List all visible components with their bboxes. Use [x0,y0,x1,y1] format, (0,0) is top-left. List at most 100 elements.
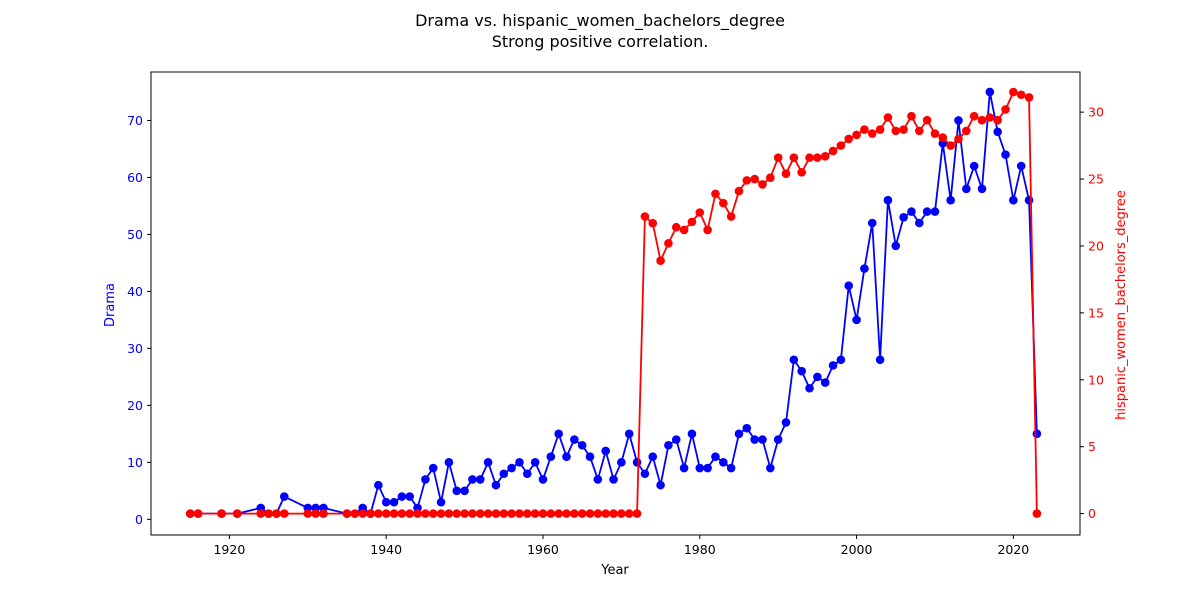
series-left-point [671,435,681,444]
series-right-point [617,509,626,518]
series-right-point [719,198,728,208]
series-left-point [703,463,712,473]
series-right-point [867,129,877,138]
series-right-point [460,509,469,518]
series-right-point [609,509,618,518]
series-right-point [734,186,744,196]
series-left-point [813,372,822,382]
series-right-point [1009,87,1018,97]
y-right-tick-label: 15 [1088,305,1104,320]
series-right-point [742,176,752,185]
series-left-point [726,463,736,473]
series-right-point [820,152,830,161]
series-right-point [844,134,854,144]
y-left-tick-label: 0 [135,512,143,527]
y-right-tick-label: 5 [1088,439,1096,454]
series-right-point [1032,509,1042,518]
series-right-point [577,509,587,518]
series-left-point [836,355,846,365]
series-right-point [475,509,485,518]
series-left-point [742,423,752,433]
series-left-point [460,486,469,496]
series-left-point [687,429,697,439]
series-left-point [930,207,940,216]
plot-area [185,87,1042,518]
series-left-point [1024,195,1034,205]
series-right-point [640,212,650,221]
series-left-point [946,195,955,205]
series-right-point [483,509,493,518]
chart-title: Drama vs. hispanic_women_bachelors_degre… [415,11,785,31]
x-tick-label: 1920 [213,542,245,557]
series-left-point [530,458,540,467]
series-right-point [797,168,806,177]
series-right-point [766,173,775,183]
series-right-point [985,113,995,122]
series-left-point [985,87,995,97]
y-axis-left-label: Drama [103,283,118,327]
series-right-point [358,509,367,518]
series-right-point [813,153,822,162]
series-right-point [538,509,548,518]
x-tick-label: 2020 [997,542,1029,557]
series-left-point [820,378,830,387]
series-right-point [758,180,767,189]
series-left-point [711,452,720,461]
series-right-point [930,129,940,138]
series-left-point [664,440,673,450]
series-left-point [805,383,814,393]
x-tick-label: 1940 [370,542,402,557]
y-right-tick-label: 20 [1088,238,1104,253]
series-right-point [679,225,689,235]
series-left-point [695,463,705,473]
series-right-point [671,222,681,232]
series-left-point [374,480,383,490]
axes: 1920 1940 1960 1980 2000 2020 0 10 20 30 40 50 60 70 0… [127,71,1104,557]
x-tick-label: 1980 [684,542,716,557]
series-right-point [1024,93,1034,102]
series-left-point [640,469,650,479]
series-right-point [962,126,971,136]
series-left-point [993,127,1002,137]
series-left-point [679,463,689,473]
series-right-point [342,509,352,518]
series-right-point [507,509,516,518]
series-right-point [374,509,383,518]
series-right-point [389,509,399,518]
series-right-point [875,125,885,134]
series-right-point [1001,105,1010,114]
series-right-point [781,169,791,178]
series-right-point [279,509,289,518]
series-left-point [860,264,869,273]
series-right-point [711,189,720,199]
series-left-point [609,475,618,484]
series-left-point [828,361,838,370]
series-left-point [562,452,571,461]
series-left-point [577,440,587,450]
series-right-point [773,153,783,162]
series-right-point [303,509,313,518]
series-right-point [664,238,673,248]
series-right-line [190,91,1038,515]
series-right-point [397,509,407,518]
series-right-point [436,509,446,518]
series-left-point [405,492,415,501]
series-left-point [1009,195,1018,205]
y-left-tick-label: 20 [127,398,143,413]
series-left-point [428,463,438,473]
series-right-point [256,509,266,518]
series-right-point [593,509,603,518]
series-right-point [413,509,422,518]
series-right-point [703,225,712,235]
series-right-point [977,115,987,125]
series-right-point [562,509,571,518]
series-left-point [507,463,516,473]
series-right-point [750,174,759,184]
series-left-point [773,435,783,444]
series-right-point [969,111,979,121]
series-right-point [515,509,524,518]
y-right-tick-label: 25 [1088,172,1104,187]
series-left-point [279,492,289,501]
series-right-point [185,509,195,518]
series-left-point [632,458,642,467]
